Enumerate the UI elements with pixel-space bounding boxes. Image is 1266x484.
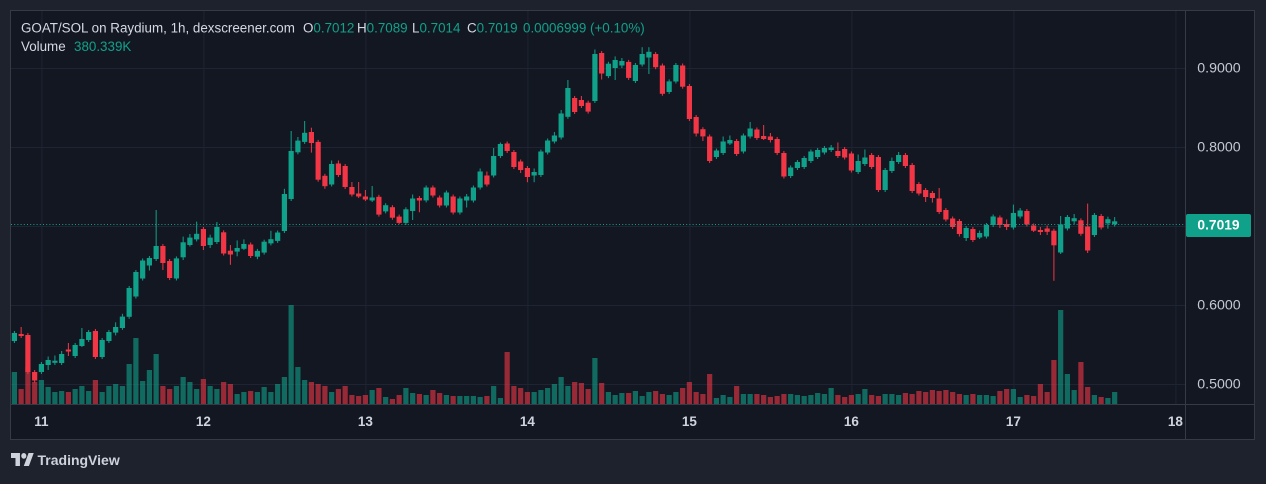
svg-text:16: 16 (844, 414, 860, 429)
svg-text:Volume: Volume (21, 39, 66, 54)
svg-text:14: 14 (520, 414, 536, 429)
svg-text:0.0006999 (+0.10%): 0.0006999 (+0.10%) (523, 21, 645, 36)
svg-text:H0.7089: H0.7089 (357, 21, 408, 36)
svg-text:15: 15 (682, 414, 698, 429)
svg-text:0.5000: 0.5000 (1197, 377, 1241, 393)
svg-text:12: 12 (196, 414, 211, 429)
svg-text:0.8000: 0.8000 (1197, 140, 1241, 156)
svg-text:11: 11 (34, 414, 49, 429)
svg-text:GOAT/SOL on Raydium, 1h, dexsc: GOAT/SOL on Raydium, 1h, dexscreener.com (21, 21, 295, 36)
svg-text:17: 17 (1006, 414, 1021, 429)
svg-text:O0.7012: O0.7012 (303, 21, 354, 36)
svg-text:0.6000: 0.6000 (1197, 298, 1241, 314)
svg-text:18: 18 (1168, 414, 1184, 429)
svg-text:TradingView: TradingView (38, 452, 120, 468)
svg-text:L0.7014: L0.7014 (412, 21, 461, 36)
svg-text:0.9000: 0.9000 (1197, 61, 1241, 77)
svg-text:380.339K: 380.339K (74, 39, 131, 54)
svg-text:C0.7019: C0.7019 (467, 21, 518, 36)
svg-text:0.7019: 0.7019 (1197, 218, 1240, 233)
svg-text:13: 13 (358, 414, 374, 429)
